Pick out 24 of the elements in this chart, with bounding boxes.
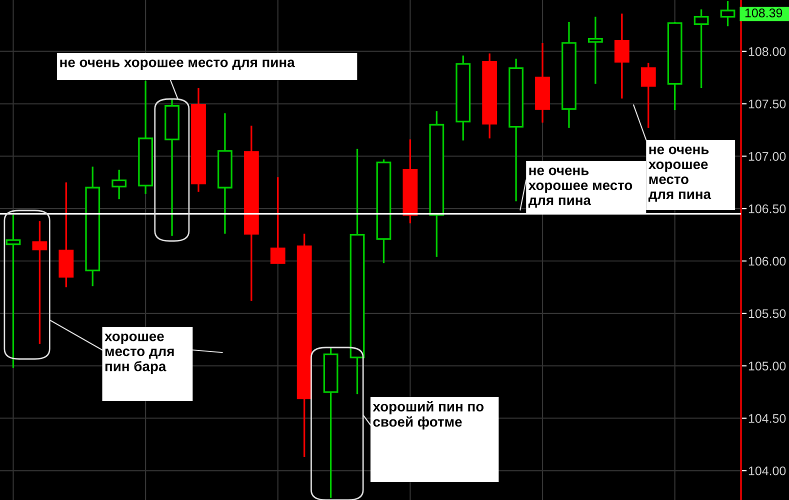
y-tick-label: 108.00 — [748, 47, 786, 56]
candlestick — [32, 220, 48, 345]
annotation: хорошее место для пин бара — [104, 334, 174, 374]
annotation: не очень хорошее место для пина — [648, 146, 712, 202]
y-tick-label: 104.00 — [748, 466, 786, 476]
y-tick-label: 104.50 — [748, 414, 786, 423]
annotation: не очень хорошее место для пина — [528, 168, 632, 208]
candlestick — [6, 214, 21, 369]
y-tick-label: 105.50 — [748, 309, 786, 318]
candlestick — [112, 168, 127, 200]
text: 108.39 — [745, 8, 782, 18]
y-tick-label: 106.50 — [748, 204, 786, 214]
annotation: не очень хорошее место для пина — [60, 60, 295, 70]
candlestick — [614, 12, 630, 100]
y-tick-label: 106.00 — [748, 256, 786, 266]
candlestick — [694, 8, 709, 89]
candlestick — [588, 16, 603, 85]
candlestick — [640, 62, 656, 129]
candlestick — [720, 0, 736, 28]
annotation: хороший пин по своей фотме — [372, 401, 484, 430]
candlestick — [270, 176, 286, 264]
y-tick-label: 107.00 — [748, 152, 786, 161]
y-tick-label: 105.00 — [748, 362, 786, 370]
y-tick-label: 107.50 — [748, 100, 786, 108]
